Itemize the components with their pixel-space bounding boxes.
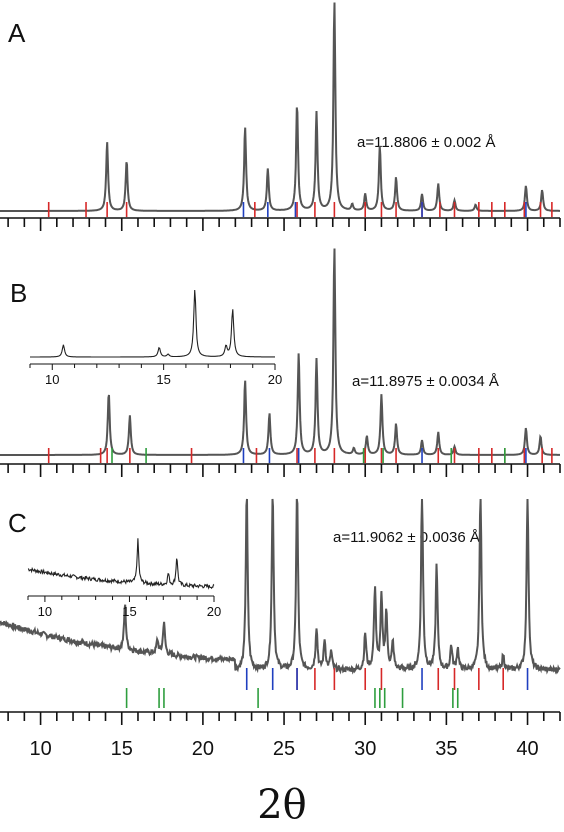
panel-b-lattice-parameter: a=11.8975 ± 0.0034 Å	[352, 373, 499, 390]
panel-b-inset-tick-label: 20	[268, 372, 282, 387]
panel-c-inset-trace	[27, 538, 215, 590]
panel-c-x-tick-label: 25	[273, 738, 295, 760]
panel-a-label: A	[8, 18, 26, 48]
panel-c-x-tick-label: 20	[192, 738, 214, 760]
panel-c-x-tick-label: 40	[516, 738, 538, 760]
panel-c-x-tick-label: 15	[111, 738, 133, 760]
panel-b-inset-tick-label: 10	[45, 372, 59, 387]
panel-b-trace	[0, 248, 560, 456]
panel-c-x-tick-label: 30	[354, 738, 376, 760]
panel-b-inset-trace	[30, 289, 275, 358]
panel-b: B a=11.8975 ± 0.0034 Å 10 15 20	[0, 248, 561, 477]
panel-a-lattice-parameter: a=11.8806 ± 0.002 Å	[357, 134, 496, 151]
panel-c-inset-tick-label: 20	[207, 604, 221, 619]
panel-c-inset-tick-label: 10	[38, 604, 52, 619]
panel-c-label: C	[8, 508, 27, 538]
panel-a-trace	[0, 2, 560, 212]
panel-c: C a=11.9062 ± 0.0036 Å 10 15 20 25 30 35 40 10 1…	[0, 498, 561, 760]
panel-c-trace	[0, 498, 561, 675]
panel-c-inset-tick-label: 15	[122, 604, 136, 619]
panel-c-lattice-parameter: a=11.9062 ± 0.0036 Å	[333, 529, 480, 546]
panel-c-x-tick-label: 10	[29, 738, 51, 760]
panel-c-x-tick-label: 35	[435, 738, 457, 760]
panel-a: A a=11.8806 ± 0.002 Å	[0, 2, 561, 231]
panel-b-label: B	[10, 278, 27, 308]
x-axis-label: 2θ	[257, 782, 307, 828]
panel-b-inset-tick-label: 15	[156, 372, 170, 387]
